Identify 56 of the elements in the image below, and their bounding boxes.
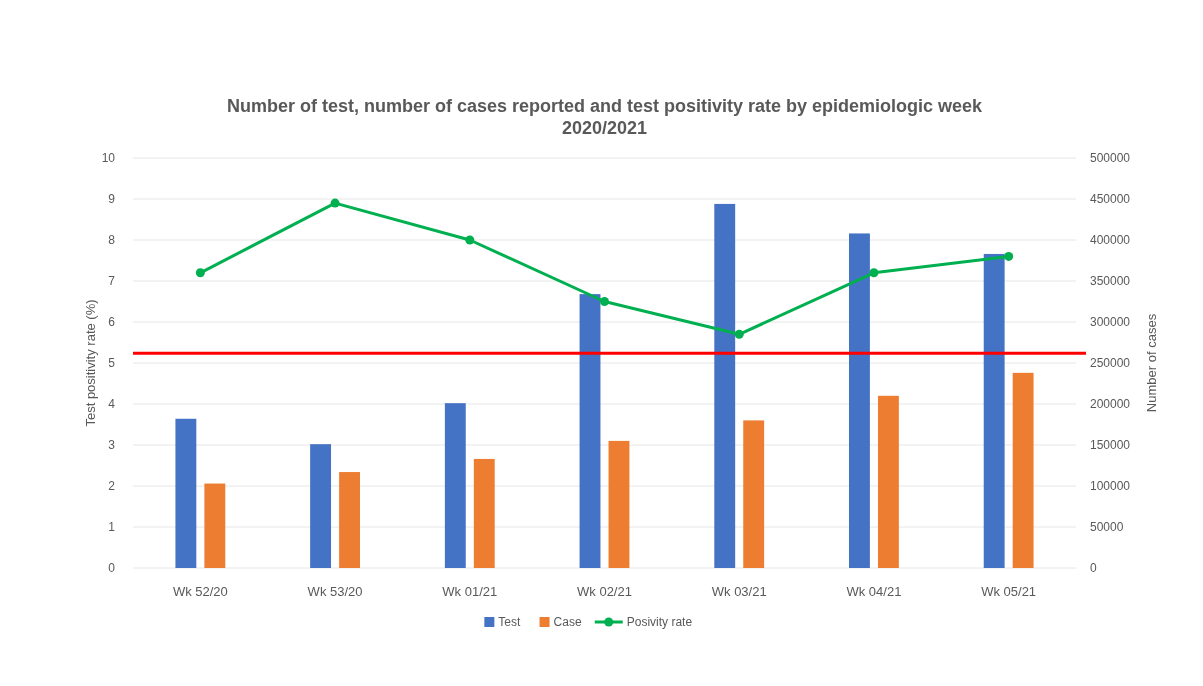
y-tick-label: 9 <box>108 192 116 207</box>
legend-label: Case <box>553 615 582 630</box>
bar <box>1012 372 1034 568</box>
bar <box>877 395 899 568</box>
y2-tick-label: 250000 <box>1090 356 1131 371</box>
y-tick-label: 1 <box>108 520 116 535</box>
y-axis-title: Test positivity rate (%) <box>83 299 98 427</box>
point <box>600 297 609 306</box>
legend-label: Posivity rate <box>626 615 693 630</box>
point <box>465 235 475 245</box>
y2-tick-label: 50000 <box>1090 520 1124 535</box>
bar <box>608 440 630 568</box>
bar <box>473 458 495 568</box>
x-tick-label: Wk 52/20 <box>172 584 228 599</box>
y2-tick-label: 450000 <box>1090 192 1131 207</box>
y-tick-label: 3 <box>108 438 116 453</box>
y2-tick-label: 150000 <box>1090 438 1131 453</box>
y-tick-label: 7 <box>108 274 116 289</box>
bar <box>204 483 226 568</box>
bar <box>175 418 197 568</box>
bar <box>339 472 360 568</box>
y-tick-label: 8 <box>108 233 116 248</box>
x-tick-label: Wk 04/21 <box>846 584 902 599</box>
y-tick-label: 6 <box>108 315 116 330</box>
x-tick-label: Wk 02/21 <box>577 584 632 599</box>
bar <box>310 444 332 568</box>
y-tick-label: 4 <box>108 397 116 412</box>
legend-label: Test <box>498 615 522 630</box>
bar <box>444 403 466 568</box>
bar <box>983 253 1005 568</box>
point <box>330 198 340 208</box>
y2-tick-label: 350000 <box>1090 274 1131 289</box>
point <box>734 329 744 339</box>
bar <box>849 233 870 568</box>
x-tick-label: Wk 01/21 <box>442 584 498 599</box>
y2-tick-label: 300000 <box>1090 315 1131 330</box>
y2-tick-label: 100000 <box>1090 479 1131 494</box>
y2-tick-label: 200000 <box>1090 397 1131 412</box>
y2-axis-title: Number of cases <box>1144 313 1159 413</box>
y-tick-label: 5 <box>108 356 116 371</box>
point <box>195 268 205 278</box>
bar <box>743 420 765 568</box>
point <box>869 268 879 278</box>
y-tick-label: 2 <box>108 479 116 494</box>
chart-title: Number of test, number of cases reported and test positivity rate by epidemiologic week 2020/2021 <box>226 96 984 138</box>
y-tick-label: 10 <box>101 151 116 166</box>
y2-tick-label: 500000 <box>1090 151 1131 166</box>
x-tick-label: Wk 53/20 <box>307 584 363 599</box>
x-tick-label: Wk 03/21 <box>711 584 767 599</box>
y2-tick-label: 0 <box>1090 561 1097 576</box>
y2-tick-label: 400000 <box>1090 233 1131 248</box>
x-tick-label: Wk 05/21 <box>981 584 1037 599</box>
point <box>1004 251 1014 261</box>
bar <box>579 294 601 568</box>
y-tick-label: 0 <box>108 561 116 576</box>
bar <box>714 203 736 568</box>
